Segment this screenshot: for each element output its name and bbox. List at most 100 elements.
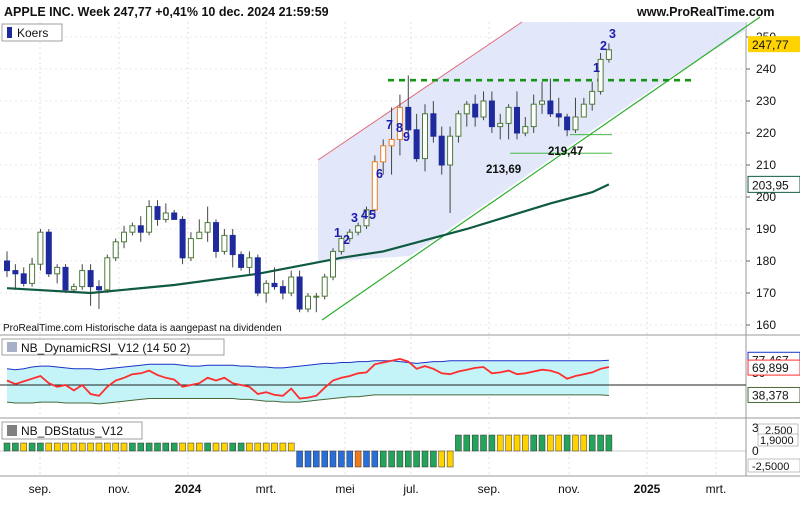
sequence-count-label: 4 bbox=[361, 208, 368, 222]
db-status-bar bbox=[430, 450, 437, 468]
db-status-bar bbox=[179, 442, 186, 452]
candle-up bbox=[288, 276, 295, 294]
rsi-lower-badge-bg bbox=[747, 386, 800, 403]
x-axis-label: nov. bbox=[108, 482, 130, 496]
candle-up bbox=[196, 231, 203, 240]
db-status-bar bbox=[104, 442, 111, 452]
candle-up bbox=[37, 231, 44, 265]
candle-down bbox=[472, 103, 479, 118]
candle-down bbox=[4, 260, 10, 272]
x-axis-label: nov. bbox=[558, 482, 580, 496]
candle-up bbox=[221, 234, 228, 252]
candle-down bbox=[296, 276, 303, 310]
db-status-bar bbox=[363, 450, 370, 468]
current-price-badge: 247,77 bbox=[752, 38, 789, 52]
rsi-lower-band bbox=[6, 394, 609, 405]
candle-up bbox=[371, 161, 378, 211]
dividend-note: ProRealTime.com Historische data is aang… bbox=[3, 323, 282, 334]
candle-up bbox=[388, 138, 395, 147]
db-status-bar bbox=[455, 434, 462, 452]
price-legend-box[interactable] bbox=[1, 23, 63, 42]
db-status-bar bbox=[463, 434, 471, 452]
db-status-bar bbox=[555, 434, 563, 452]
candle-down bbox=[229, 234, 236, 256]
sequence-count-label: 8 bbox=[396, 121, 403, 135]
ma-badge: 203,95 bbox=[752, 178, 789, 192]
candle-up bbox=[530, 103, 537, 128]
db-status-bar bbox=[597, 434, 604, 452]
db-status-bar bbox=[471, 434, 479, 452]
db-status-bar bbox=[262, 442, 270, 452]
rsi-legend-box[interactable] bbox=[1, 338, 225, 356]
db-status-bar bbox=[538, 434, 546, 452]
candle-up bbox=[29, 263, 36, 284]
db-status-bar bbox=[488, 434, 496, 452]
candle-up bbox=[338, 238, 345, 252]
db-status-bar bbox=[496, 434, 504, 452]
rsi-value-badge-bg bbox=[747, 359, 800, 376]
candle-down bbox=[564, 116, 571, 131]
rsi-legend-swatch bbox=[7, 342, 17, 352]
db-status-bar bbox=[187, 442, 195, 452]
db-status-bar bbox=[346, 450, 354, 468]
db-status-bar bbox=[379, 450, 387, 468]
db-legend-box[interactable] bbox=[1, 421, 143, 440]
sequence-count-label: 2 bbox=[343, 233, 350, 247]
candle-up bbox=[447, 135, 454, 166]
db-status-bar bbox=[446, 450, 454, 468]
candle-down bbox=[547, 100, 554, 115]
candle-up bbox=[505, 106, 512, 124]
price-tick-label: 180 bbox=[756, 254, 776, 268]
db-status-bar bbox=[580, 434, 588, 452]
candle-down bbox=[137, 225, 144, 233]
price-tick-label: 170 bbox=[756, 286, 776, 300]
candle-down bbox=[20, 273, 27, 284]
candle-up bbox=[422, 113, 428, 160]
db-status-bar bbox=[170, 442, 178, 452]
db-status-bar bbox=[304, 450, 312, 468]
current-price-badge-bg bbox=[748, 36, 800, 53]
db-status-bar bbox=[154, 442, 161, 452]
price-tick-label: 220 bbox=[756, 126, 776, 140]
db-zero-tick: 0 bbox=[752, 444, 759, 458]
candle-up bbox=[246, 257, 253, 268]
candle-down bbox=[514, 106, 520, 134]
moving-average-line bbox=[6, 183, 610, 295]
sequence-count-label: 7 bbox=[386, 118, 393, 132]
sequence-count-label: 1 bbox=[593, 61, 600, 75]
sequence-count-label: 1 bbox=[334, 226, 341, 240]
candle-up bbox=[396, 106, 403, 140]
db-status-bar bbox=[271, 442, 278, 452]
candle-up bbox=[129, 225, 136, 233]
db-status-bar bbox=[405, 450, 412, 468]
db-badge-2-bg bbox=[757, 433, 799, 447]
ma-badge-bg bbox=[747, 175, 800, 193]
db-status-bar bbox=[62, 442, 69, 452]
channel-lower-line bbox=[321, 16, 761, 321]
right-axis: 160170180190200210220230240250247,77203,… bbox=[746, 30, 800, 473]
x-axis-label: sep. bbox=[29, 482, 52, 496]
candle-up bbox=[355, 225, 362, 233]
candle-up bbox=[522, 126, 529, 134]
candle-up bbox=[146, 206, 153, 233]
db-legend-label: NB_DBStatus_V12 bbox=[21, 424, 123, 438]
price-tick-label: 210 bbox=[756, 158, 776, 172]
rsi-legend-label: NB_DynamicRSI_V12 (14 50 2) bbox=[21, 341, 190, 355]
db-status-bar bbox=[45, 442, 53, 452]
candle-up bbox=[112, 241, 119, 259]
db-status-bar bbox=[522, 434, 529, 452]
x-axis-label: 2024 bbox=[175, 482, 202, 496]
sequence-count-label: 3 bbox=[351, 211, 358, 225]
x-axis-label: mrt. bbox=[706, 482, 727, 496]
db-status-bar bbox=[388, 450, 395, 468]
db-status-bar bbox=[20, 442, 27, 452]
price-tick-label: 200 bbox=[756, 190, 776, 204]
channel-upper-line bbox=[317, 21, 523, 161]
db-status-bar bbox=[530, 434, 537, 452]
db-status-bar bbox=[438, 450, 445, 468]
site-name: www.ProRealTime.com bbox=[636, 5, 775, 19]
candle-down bbox=[271, 282, 278, 288]
db-status-bar bbox=[78, 442, 86, 452]
